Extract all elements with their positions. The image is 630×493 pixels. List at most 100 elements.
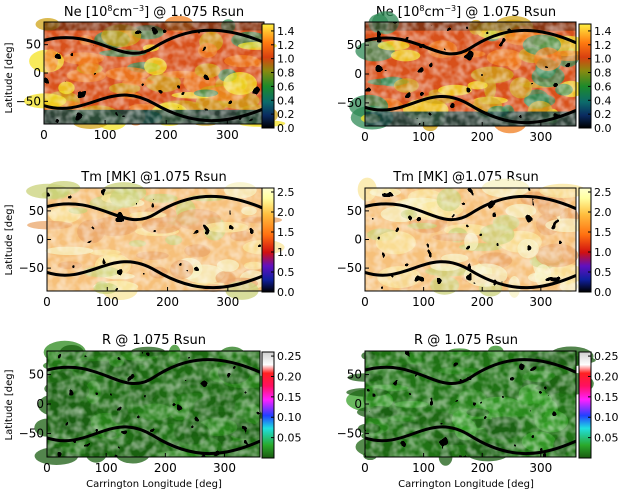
y-tick-label: 50 <box>29 368 44 382</box>
x-tick-label: 200 <box>154 461 177 475</box>
title-ne-left: Ne [108cm−3] @ 1.075 Rsun <box>64 4 244 20</box>
map-ne-right: 0 100 200 300 50 0 −50 <box>337 11 589 144</box>
panel-r-left: R @ 1.075 Rsun Latitude [deg] 0 100 200 300… <box>4 333 302 490</box>
colorbar-tick-label: 1.4 <box>277 25 295 38</box>
map-ne-left: 0 100 200 300 50 0 −50 <box>16 15 286 142</box>
colorbar-r-right: 0.25 0.20 0.15 0.10 0.05 <box>578 350 619 459</box>
y-tick-label: −50 <box>16 94 41 108</box>
colorbar-tick-label: 1.5 <box>594 226 612 239</box>
colorbar-r-left: 0.25 0.20 0.15 0.10 0.05 <box>261 350 302 459</box>
x-tick-label: 0 <box>361 461 369 475</box>
boundary-contour <box>364 94 577 125</box>
boundary-contour <box>364 425 577 455</box>
title-tm-left: Tm [MK] @1.075 Rsun <box>80 170 226 185</box>
x-tick-label: 200 <box>471 130 494 144</box>
colorbar-tick-label: 1.0 <box>277 246 295 259</box>
x-tick-label: 0 <box>43 461 51 475</box>
colorbar-tick-label: 0.8 <box>277 67 295 80</box>
colorbar-tick-label: 0.25 <box>277 350 302 363</box>
y-tick-label: 50 <box>347 204 362 218</box>
title-r-left: R @ 1.075 Rsun <box>102 333 206 348</box>
colorbar-tm-left: 2.5 2.0 1.5 1.0 0.5 0.0 <box>261 186 295 299</box>
colorbar-tick-label: 0.20 <box>277 370 302 383</box>
map-tm-right: 0 100 200 300 50 0 −50 <box>337 177 590 309</box>
x-tick-label: 300 <box>213 461 236 475</box>
ylabel-r-left: Latitude [deg] <box>4 369 15 440</box>
y-tick-label: −50 <box>337 261 362 275</box>
colorbar-tick-label: 0.20 <box>594 370 619 383</box>
map-r-left: 0 100 200 300 50 0 −50 <box>19 340 270 475</box>
boundary-contour <box>46 425 261 455</box>
x-tick-label: 200 <box>156 295 179 309</box>
y-tick-label: −50 <box>19 261 44 275</box>
panel-r-right: R @ 1.075 Rsun 0 100 200 300 50 0 −50 0.25 0.20… <box>337 333 619 490</box>
colorbar-tick-label: 2.0 <box>277 206 295 219</box>
panel-ne-right: Ne [108cm−3] @ 1.075 Rsun 0 100 200 300 50 0 −… <box>337 4 612 144</box>
ylabel-ne-left: Latitude [deg] <box>4 42 15 113</box>
colorbar-tick-label: 0.05 <box>594 432 619 445</box>
colorbar-tick-label: 0.10 <box>277 411 302 424</box>
x-tick-label: 300 <box>216 295 239 309</box>
colorbar-tick-label: 0.6 <box>277 80 295 93</box>
colorbar-tick-label: 0.4 <box>277 94 295 107</box>
xlabel-r-left: Carrington Longitude [deg] <box>86 479 222 490</box>
colorbar-tick-label: 2.5 <box>277 186 295 199</box>
x-tick-label: 0 <box>43 295 51 309</box>
colorbar-ne-right: 1.41.21.00.80.60.40.20.0 <box>578 23 612 135</box>
y-tick-label: 0 <box>33 66 41 80</box>
x-tick-label: 300 <box>529 295 552 309</box>
x-tick-label: 100 <box>412 295 435 309</box>
colorbar-tick-label: 0.0 <box>277 286 295 299</box>
panel-tm-left: Tm [MK] @1.075 Rsun Latitude [deg] 0 100 2… <box>4 170 295 309</box>
x-tick-label: 300 <box>529 461 552 475</box>
y-tick-label: 50 <box>347 38 362 52</box>
y-tick-label: 0 <box>354 67 362 81</box>
x-tick-label: 100 <box>412 130 435 144</box>
colorbar-tick-label: 0.0 <box>594 122 612 135</box>
colorbar-ne-left: 1.41.21.00.80.60.40.20.0 <box>261 23 295 135</box>
colorbar-tick-label: 0.8 <box>594 67 612 80</box>
y-tick-label: 50 <box>29 204 44 218</box>
boundary-contour <box>364 28 577 56</box>
y-tick-label: −50 <box>19 426 44 440</box>
x-tick-label: 200 <box>471 295 494 309</box>
x-tick-label: 0 <box>361 295 369 309</box>
colorbar-tick-label: 1.0 <box>594 246 612 259</box>
title-r-right: R @ 1.075 Rsun <box>414 333 518 348</box>
y-tick-label: −50 <box>337 96 362 110</box>
colorbar-tick-label: 0.2 <box>594 108 612 121</box>
colorbar-tick-label: 0.0 <box>594 286 612 299</box>
x-tick-label: 100 <box>412 461 435 475</box>
colorbar-tick-label: 1.0 <box>594 53 612 66</box>
colorbar-tick-label: 2.5 <box>594 186 612 199</box>
x-tick-label: 0 <box>40 128 48 142</box>
xlabel-r-right: Carrington Longitude [deg] <box>398 479 534 490</box>
colorbar-scale <box>578 23 592 129</box>
colorbar-tick-label: 0.4 <box>594 94 612 107</box>
map-r-right: 0 100 200 300 50 0 −50 <box>337 345 596 475</box>
y-tick-label: 0 <box>354 233 362 247</box>
x-tick-label: 300 <box>529 130 552 144</box>
colorbar-scale <box>261 187 275 293</box>
colorbar-tick-label: 0.15 <box>277 391 302 404</box>
ylabel-tm-left: Latitude [deg] <box>4 204 15 275</box>
y-tick-label: 0 <box>354 397 362 411</box>
colorbar-tm-right: 2.5 2.0 1.5 1.0 0.5 0.0 <box>578 186 612 299</box>
colorbar-tick-label: 1.0 <box>277 53 295 66</box>
boundary-contour <box>43 28 265 55</box>
colorbar-tick-label: 0.05 <box>277 432 302 445</box>
colorbar-tick-label: 0.2 <box>277 108 295 121</box>
title-ne-right: Ne [108cm−3] @ 1.075 Rsun <box>376 4 556 20</box>
boundary-contour <box>46 260 265 290</box>
y-tick-label: 0 <box>36 233 44 247</box>
x-tick-label: 300 <box>216 128 239 142</box>
colorbar-tick-label: 0.15 <box>594 391 619 404</box>
x-tick-label: 100 <box>94 128 117 142</box>
boundary-contour <box>43 93 265 123</box>
colorbar-tick-label: 1.5 <box>277 226 295 239</box>
y-tick-label: 50 <box>26 38 41 52</box>
colorbar-tick-label: 0.5 <box>594 266 612 279</box>
colorbar-tick-label: 1.2 <box>277 39 295 52</box>
colorbar-tick-label: 0.10 <box>594 411 619 424</box>
